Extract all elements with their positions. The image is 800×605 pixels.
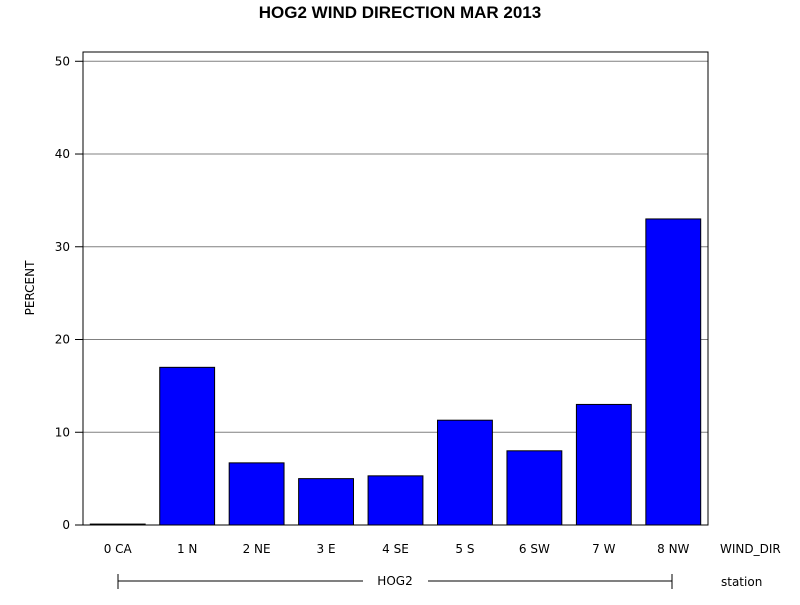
y-tick-label: 50 bbox=[55, 54, 70, 68]
bar bbox=[437, 419, 493, 526]
x-tick-label: 5 S bbox=[455, 542, 474, 556]
plot-frame bbox=[82, 51, 709, 526]
y-tick-label: 20 bbox=[55, 333, 70, 347]
x-tick-label: 0 CA bbox=[104, 542, 133, 556]
y-tick-label: 30 bbox=[55, 240, 70, 254]
bar bbox=[298, 478, 354, 526]
bar bbox=[645, 218, 702, 526]
group-axis-label: station bbox=[721, 575, 762, 589]
y-axis-label: PERCENT bbox=[23, 260, 37, 315]
bar bbox=[367, 475, 424, 526]
x-tick-label: 6 SW bbox=[519, 542, 550, 556]
x-tick-label: 4 SE bbox=[382, 542, 409, 556]
bar bbox=[228, 462, 285, 526]
bar bbox=[506, 450, 563, 526]
plot-area: 0 10 20 30 40 50 0 CA 1 N 2 NE 3 E 4 SE 5 S 6 SW 7 W 8… bbox=[55, 51, 709, 556]
x-tick-label: 7 W bbox=[592, 542, 615, 556]
y-tick-label: 40 bbox=[55, 147, 70, 161]
x-axis-label: WIND_DIR bbox=[720, 542, 781, 556]
x-tick-label: 2 NE bbox=[243, 542, 271, 556]
chart-title: HOG2 WIND DIRECTION MAR 2013 bbox=[259, 3, 541, 22]
x-tick-label: 3 E bbox=[317, 542, 336, 556]
x-tick-label: 1 N bbox=[177, 542, 197, 556]
y-tick-label: 10 bbox=[55, 425, 70, 439]
bar bbox=[575, 403, 632, 526]
group-name-label: HOG2 bbox=[377, 574, 412, 588]
y-tick-label: 0 bbox=[62, 518, 70, 532]
bar bbox=[159, 366, 216, 526]
x-tick-label: 8 NW bbox=[657, 542, 689, 556]
